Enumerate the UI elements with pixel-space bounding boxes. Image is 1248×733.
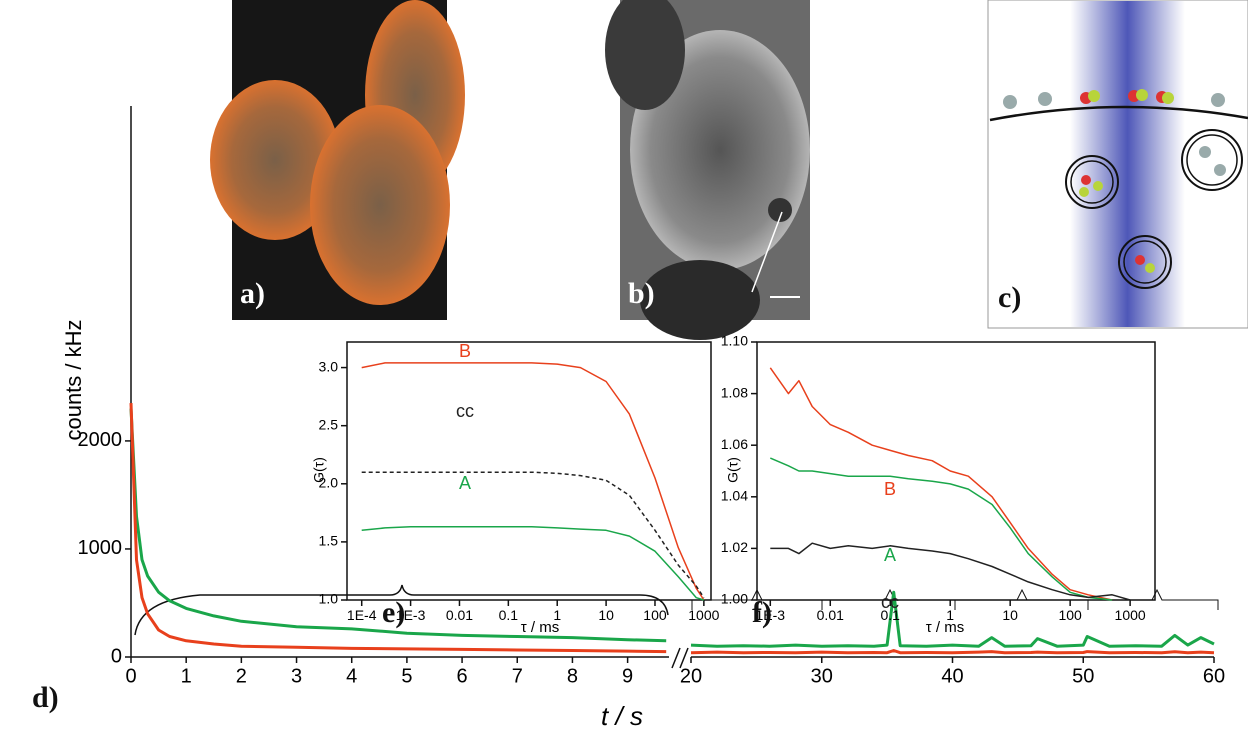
- x-tick-label: 0.1: [881, 607, 901, 623]
- series-line: [690, 649, 1215, 655]
- x-tick-label: 0.01: [446, 607, 473, 623]
- y-tick-label: 0: [111, 645, 122, 667]
- x-tick-label: 60: [1203, 665, 1225, 687]
- series-label: B: [884, 479, 896, 499]
- image-a: a): [210, 0, 465, 320]
- image-b: b): [605, 0, 810, 340]
- panel-label: b): [628, 277, 655, 310]
- series-line: [361, 526, 705, 601]
- y-tick-label: 1.02: [721, 539, 748, 555]
- panel-label: d): [32, 681, 59, 714]
- x-tick-label: 1: [181, 665, 192, 687]
- x-tick-label: 1E-3: [756, 607, 786, 623]
- y-tick-label: 2.0: [319, 474, 339, 490]
- y-tick-label: 1.08: [721, 384, 748, 400]
- x-tick-label: 0.1: [499, 607, 519, 623]
- x-axis-label: τ / ms: [926, 619, 964, 636]
- x-tick-label: 2: [236, 665, 247, 687]
- y-tick-label: 1.00: [721, 591, 748, 607]
- plot-frame: [346, 341, 712, 601]
- series-label: cc: [881, 592, 899, 612]
- y-axis-label: G(τ): [311, 457, 327, 483]
- series-line: [769, 367, 1113, 601]
- series-label: B: [459, 341, 471, 361]
- x-tick-label: 4: [346, 665, 357, 687]
- x-tick-label: 100: [643, 607, 667, 623]
- plot-frame: [756, 341, 1156, 601]
- y-tick-label: 1.04: [721, 488, 748, 504]
- x-tick-label: 5: [401, 665, 412, 687]
- x-tick-label: 1000: [688, 607, 719, 623]
- series-line: [690, 590, 1215, 648]
- x-tick-label: 8: [567, 665, 578, 687]
- x-tick-label: 1: [946, 607, 954, 623]
- panel-label: c): [998, 281, 1021, 314]
- x-tick-label: 0: [125, 665, 136, 687]
- series-line: [129, 403, 667, 654]
- x-tick-label: 1: [553, 607, 561, 623]
- x-tick-label: 1000: [1115, 607, 1146, 623]
- series-line: [770, 457, 1113, 601]
- panel-label: f): [752, 596, 772, 629]
- x-tick-label: 7: [512, 665, 523, 687]
- y-tick-label: 1.06: [721, 436, 748, 452]
- y-tick-label: 1.0: [319, 591, 339, 607]
- y-axis-label: G(τ): [725, 457, 741, 483]
- x-tick-label: 40: [941, 665, 963, 687]
- x-tick-label: 1E-4: [347, 607, 377, 623]
- y-tick-label: 2.5: [319, 416, 339, 432]
- x-axis-label: τ / ms: [521, 619, 559, 636]
- x-axis-label: t / s: [601, 701, 643, 731]
- image-c: c): [987, 0, 1248, 329]
- x-tick-label: 10: [1002, 607, 1018, 623]
- x-tick-label: 10: [598, 607, 614, 623]
- x-tick-label: 30: [811, 665, 833, 687]
- x-tick-label: 100: [1058, 607, 1082, 623]
- series-line: [129, 408, 667, 643]
- x-tick-label: 6: [457, 665, 468, 687]
- y-tick-label: 3.0: [319, 358, 339, 374]
- x-tick-label: 50: [1072, 665, 1094, 687]
- y-axis-label: counts / kHz: [61, 319, 86, 440]
- x-tick-label: 1E-3: [396, 607, 426, 623]
- series-label: A: [459, 473, 471, 493]
- series-line: [361, 471, 705, 599]
- y-tick-label: 2000: [78, 429, 123, 451]
- y-tick-label: 1.10: [721, 333, 748, 349]
- y-tick-label: 1.5: [319, 533, 339, 549]
- y-tick-label: 1000: [78, 537, 123, 559]
- x-tick-label: 3: [291, 665, 302, 687]
- x-tick-label: 9: [622, 665, 633, 687]
- series-label: cc: [456, 401, 474, 421]
- panel-label: e): [382, 596, 405, 629]
- series-line: [361, 362, 705, 601]
- x-tick-label: 0.01: [817, 607, 844, 623]
- x-tick-label: 20: [680, 665, 702, 687]
- series-line: [770, 542, 1131, 601]
- series-label: A: [884, 545, 896, 565]
- panel-label: a): [240, 277, 265, 310]
